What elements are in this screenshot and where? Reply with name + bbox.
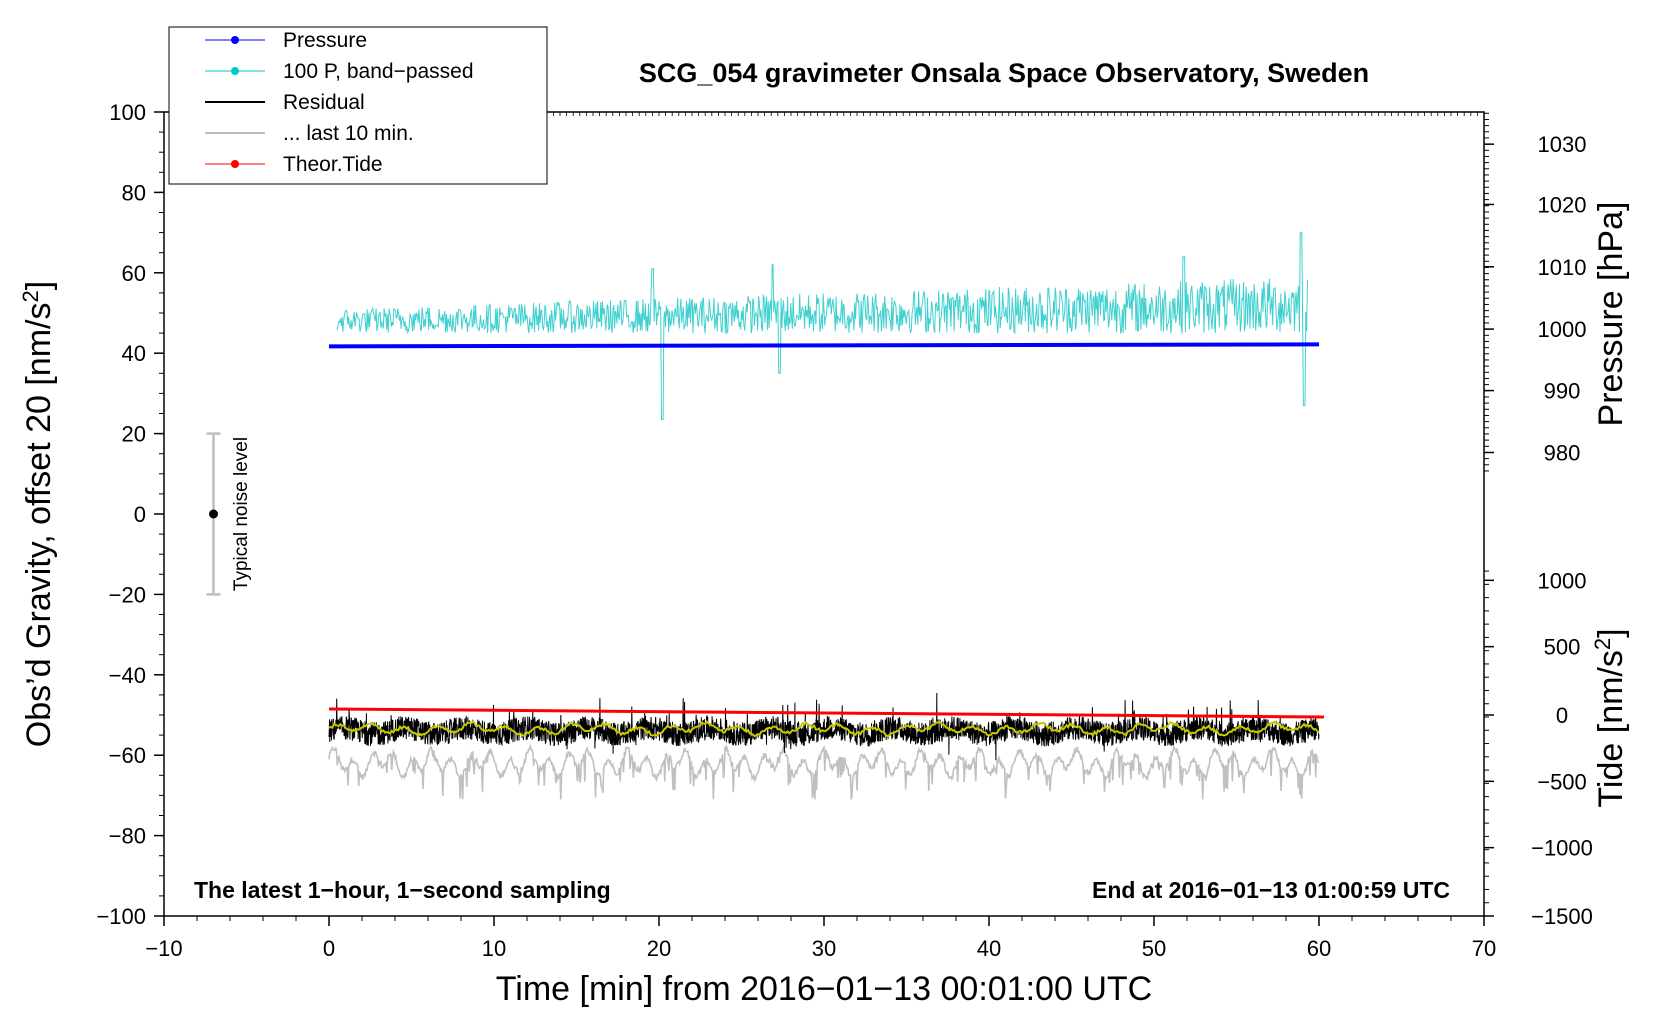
legend-swatch-marker	[231, 67, 239, 75]
noise-bar-dot	[209, 509, 218, 519]
tide-tick-label: 500	[1544, 635, 1581, 660]
pressure-tick-label: 1030	[1538, 132, 1587, 157]
legend-label: 100 P, band−passed	[283, 60, 474, 83]
tide-axis-title: Tide [nm/s2]	[1590, 628, 1630, 807]
series-layer	[328, 232, 1324, 800]
y-tick-label: 60	[122, 261, 146, 286]
annotation-left: The latest 1−hour, 1−second sampling	[194, 877, 611, 903]
y-tick-label: 80	[122, 180, 146, 205]
y-axis-title: Obs’d Gravity, offset 20 [nm/s2]	[18, 281, 58, 747]
tide-axis-title-tail: ]	[1592, 628, 1630, 637]
tide-tick-label: −500	[1537, 769, 1587, 794]
pressure-tick-label: 1000	[1538, 317, 1587, 342]
noise-bar: Typical noise level	[206, 432, 252, 596]
legend-swatch-marker	[231, 160, 239, 168]
x-tick-label: 30	[812, 936, 836, 961]
y-axis-title-main: Obs’d Gravity, offset 20 [nm/s	[20, 303, 58, 748]
y-tick-label: −100	[96, 904, 146, 929]
theor-tide-line	[328, 707, 1324, 719]
legend-label: Theor.Tide	[283, 153, 383, 176]
x-tick-label: 10	[482, 936, 506, 961]
x-tick-label: 70	[1472, 936, 1496, 961]
x-tick-label: 50	[1142, 936, 1166, 961]
tide-axis-title-main: Tide [nm/s	[1592, 650, 1630, 807]
tick-layer: −10 0 10 20 30 40 50 60 70100806040200−20−40−60−…	[96, 100, 1592, 961]
tide-tick-label: 0	[1556, 703, 1568, 728]
y-tick-label: −60	[109, 743, 146, 768]
tide-tick-label: −1000	[1531, 836, 1593, 861]
x-tick-label: 60	[1307, 936, 1331, 961]
pressure-tick-label: 1020	[1538, 192, 1587, 217]
y-tick-label: 100	[109, 100, 146, 125]
tide-tick-label: −1500	[1531, 904, 1593, 929]
x-tick-label: 40	[977, 936, 1001, 961]
residual-smoothed-line	[328, 720, 1320, 738]
annotation-right: End at 2016−01−13 01:00:59 UTC	[1092, 877, 1450, 903]
pressure-tick-label: 990	[1544, 379, 1581, 404]
y-tick-label: 0	[134, 502, 146, 527]
tide-tick-label: 1000	[1538, 568, 1587, 593]
legend-label: Residual	[283, 91, 365, 114]
plot-frame	[163, 111, 1485, 917]
y-axis-title-sup: 2	[18, 290, 43, 302]
legend: Pressure 100 P, band−passed Residual ... la…	[168, 26, 548, 185]
legend-label: Pressure	[283, 29, 367, 52]
x-tick-label: −10	[145, 936, 182, 961]
y-tick-label: 20	[122, 422, 146, 447]
tide-axis-title-sup: 2	[1590, 638, 1615, 650]
pressure-line	[328, 342, 1320, 349]
x-tick-label: 20	[647, 936, 671, 961]
y-tick-label: 40	[122, 341, 146, 366]
y-axis-title-tail: ]	[20, 281, 58, 290]
noise-bar-label: Typical noise level	[231, 437, 252, 591]
legend-label: ... last 10 min.	[283, 122, 414, 145]
pressure-tick-label: 980	[1544, 440, 1581, 465]
pressure-axis-title: Pressure [hPa]	[1592, 202, 1630, 427]
y-tick-label: −20	[109, 582, 146, 607]
legend-box	[168, 26, 548, 185]
y-tick-label: −80	[109, 824, 146, 849]
legend-swatch-marker	[231, 36, 239, 44]
x-tick-label: 0	[323, 936, 335, 961]
pressure-tick-label: 1010	[1538, 255, 1587, 280]
chart-title: SCG_054 gravimeter Onsala Space Observat…	[639, 58, 1369, 88]
last-10-min-line	[328, 743, 1320, 800]
y-tick-label: −40	[109, 663, 146, 688]
band-passed-pressure-line	[336, 232, 1308, 420]
x-axis-title: Time [min] from 2016−01−13 00:01:00 UTC	[496, 970, 1152, 1008]
